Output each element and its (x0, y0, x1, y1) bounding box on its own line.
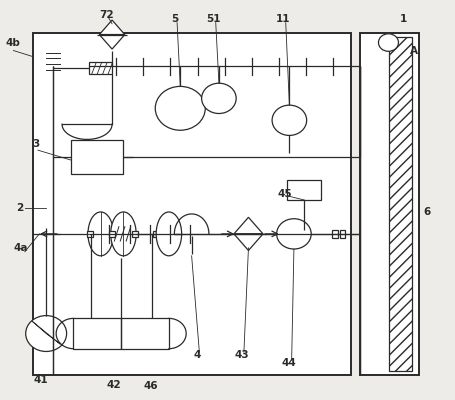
Bar (389, 36, 411, 372)
Text: A: A (409, 46, 417, 56)
Polygon shape (233, 217, 263, 234)
Text: 4: 4 (193, 350, 200, 360)
Text: 4a: 4a (13, 243, 28, 253)
Ellipse shape (111, 212, 136, 256)
Bar (359, 32, 418, 375)
Bar (32, 32, 350, 375)
Text: 1: 1 (399, 14, 406, 24)
Circle shape (378, 34, 398, 51)
Bar (87, 231, 93, 237)
Bar (73, 318, 168, 349)
Polygon shape (99, 20, 125, 34)
Text: 43: 43 (234, 350, 248, 360)
Ellipse shape (88, 212, 113, 256)
Text: 41: 41 (33, 375, 48, 385)
Text: 72: 72 (99, 10, 113, 20)
Text: 44: 44 (280, 358, 295, 368)
Text: 6: 6 (423, 207, 430, 217)
Text: 3: 3 (32, 139, 40, 149)
Bar (287, 180, 320, 200)
Bar (89, 62, 112, 74)
Text: 2: 2 (16, 203, 23, 213)
Text: 46: 46 (143, 381, 158, 391)
Text: 45: 45 (277, 189, 292, 199)
Bar (331, 230, 337, 238)
Text: 4b: 4b (6, 38, 21, 48)
Circle shape (155, 86, 205, 130)
Bar (109, 231, 115, 237)
Text: 5: 5 (170, 14, 177, 24)
Bar (71, 140, 123, 174)
Text: 11: 11 (276, 14, 290, 24)
Circle shape (272, 105, 306, 136)
Text: 42: 42 (106, 380, 121, 390)
Polygon shape (233, 234, 263, 250)
Bar (153, 231, 159, 237)
Circle shape (201, 83, 236, 114)
Ellipse shape (156, 212, 181, 256)
Circle shape (25, 316, 66, 352)
Bar (131, 231, 138, 237)
Text: 51: 51 (206, 14, 220, 24)
Circle shape (276, 219, 310, 249)
Polygon shape (32, 321, 61, 344)
Bar (339, 230, 344, 238)
Polygon shape (99, 34, 125, 49)
